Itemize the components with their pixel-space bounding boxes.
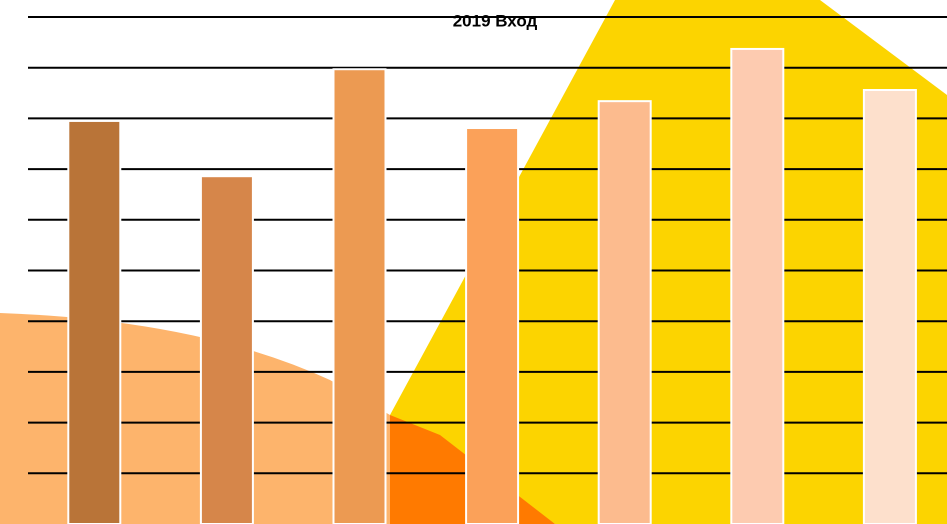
bar (332, 68, 387, 524)
bar (597, 100, 652, 524)
bar (465, 127, 520, 524)
bar (862, 89, 917, 524)
chart-title: 2019 Вход (453, 11, 538, 30)
bars (67, 47, 917, 524)
bar (67, 119, 122, 524)
background-shape (390, 0, 947, 524)
bar (199, 175, 254, 524)
bar (730, 47, 785, 524)
